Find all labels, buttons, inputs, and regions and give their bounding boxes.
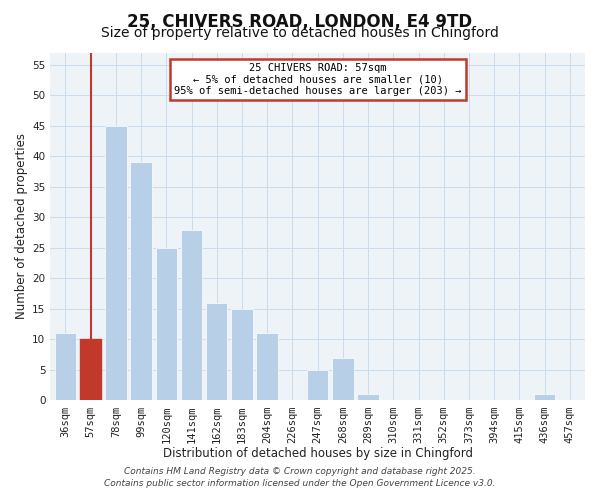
Bar: [105, 126, 127, 400]
Bar: [206, 303, 227, 400]
Y-axis label: Number of detached properties: Number of detached properties: [15, 134, 28, 320]
Bar: [231, 309, 253, 400]
Bar: [181, 230, 202, 400]
Bar: [256, 334, 278, 400]
Bar: [358, 394, 379, 400]
Bar: [534, 394, 556, 400]
Text: 25 CHIVERS ROAD: 57sqm
← 5% of detached houses are smaller (10)
95% of semi-deta: 25 CHIVERS ROAD: 57sqm ← 5% of detached …: [174, 63, 461, 96]
X-axis label: Distribution of detached houses by size in Chingford: Distribution of detached houses by size …: [163, 447, 473, 460]
Text: Size of property relative to detached houses in Chingford: Size of property relative to detached ho…: [101, 26, 499, 40]
Bar: [80, 340, 101, 400]
Bar: [155, 248, 177, 400]
Text: 25, CHIVERS ROAD, LONDON, E4 9TD: 25, CHIVERS ROAD, LONDON, E4 9TD: [127, 12, 473, 30]
Bar: [130, 162, 152, 400]
Bar: [55, 334, 76, 400]
Bar: [307, 370, 328, 400]
Text: Contains HM Land Registry data © Crown copyright and database right 2025.
Contai: Contains HM Land Registry data © Crown c…: [104, 466, 496, 487]
Bar: [332, 358, 353, 401]
